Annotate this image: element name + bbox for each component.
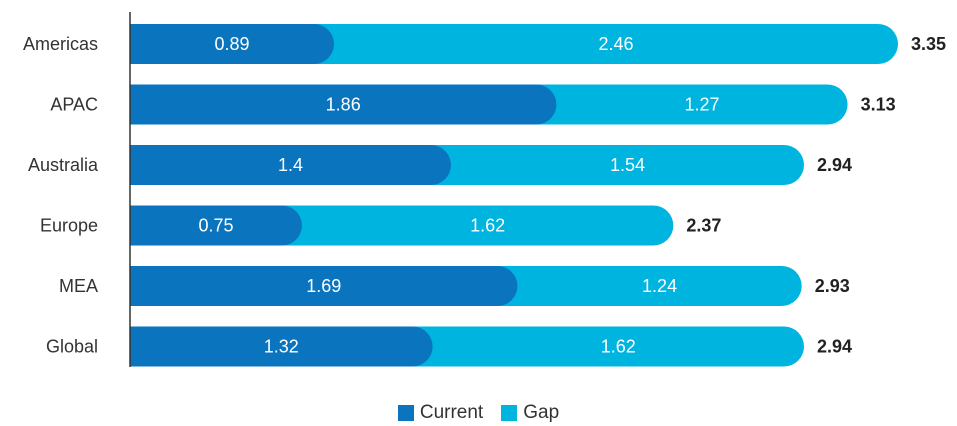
bar-current-mea <box>130 266 518 306</box>
data-label-current-australia: 1.4 <box>278 155 303 175</box>
category-label-mea: MEA <box>59 276 98 296</box>
data-label-gap-mea: 1.24 <box>642 276 677 296</box>
data-label-gap-europe: 1.62 <box>470 216 505 236</box>
bar-current-global <box>130 326 433 367</box>
legend-label-gap: Gap <box>523 402 560 423</box>
legend-swatch-current <box>397 405 414 421</box>
data-label-current-apac: 1.86 <box>326 95 361 115</box>
stacked-bar-chart: Americas 0.89 2.46 3.35 APAC 1.86 1.27 3.13 Aust… <box>23 12 946 367</box>
data-label-gap-global: 1.62 <box>601 337 636 357</box>
total-label-europe: 2.37 <box>686 216 721 236</box>
category-label-global: Global <box>46 337 98 357</box>
legend-item-current: Current <box>397 402 484 424</box>
legend-item-gap: Gap <box>501 402 559 424</box>
legend-label-current: Current <box>419 402 484 423</box>
data-label-current-europe: 0.75 <box>198 216 233 236</box>
data-label-current-mea: 1.69 <box>306 276 341 296</box>
total-label-global: 2.94 <box>817 337 852 357</box>
total-label-australia: 2.94 <box>817 155 852 175</box>
category-label-europe: Europe <box>40 216 98 236</box>
legend: Current Gap <box>0 402 957 424</box>
bar-current-australia <box>130 145 451 185</box>
data-label-current-americas: 0.89 <box>214 34 249 54</box>
data-label-gap-australia: 1.54 <box>610 155 645 175</box>
data-label-current-global: 1.32 <box>264 337 299 357</box>
data-label-gap-americas: 2.46 <box>598 34 633 54</box>
category-label-australia: Australia <box>28 155 99 175</box>
total-label-mea: 2.93 <box>815 276 850 296</box>
legend-swatch-gap <box>501 405 518 421</box>
category-label-apac: APAC <box>50 95 98 115</box>
total-label-americas: 3.35 <box>911 34 946 54</box>
bar-current-apac <box>130 84 557 125</box>
bar-current-europe <box>130 205 302 246</box>
bar-current-americas <box>130 24 335 64</box>
total-label-apac: 3.13 <box>861 95 896 115</box>
category-label-americas: Americas <box>23 34 98 54</box>
data-label-gap-apac: 1.27 <box>684 95 719 115</box>
